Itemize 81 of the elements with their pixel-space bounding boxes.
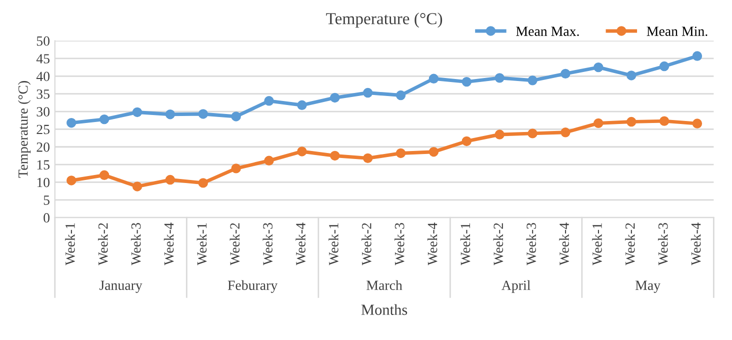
x-tick-label: Week-1 [65,223,75,266]
y-tick-label: 5 [44,196,50,205]
legend-label: Mean Min. [646,26,708,36]
point [66,176,76,186]
point [165,109,176,120]
x-tick-label: Week-2 [625,223,635,266]
point [99,170,110,180]
x-tick-label: Week-3 [262,223,273,266]
point [428,74,439,84]
text: May [635,280,660,293]
point [132,182,142,192]
x-tick-label: Week-1 [196,223,207,266]
y-tick-label: 10 [37,178,50,188]
point [462,76,472,87]
y-tick-label: 15 [37,160,50,170]
point [594,118,604,128]
x-tick-label: Week-4 [690,222,701,266]
point [528,128,538,138]
y-tick-label: 45 [36,54,50,64]
y-tick-label: 50 [36,36,50,46]
point [198,178,208,188]
x-tick-label: Week-1 [460,223,470,266]
x-tick-label: Week-2 [493,223,504,266]
text: January [99,280,142,293]
point [330,92,340,103]
point [362,153,373,164]
point [528,76,538,86]
x-tick-label: Week-1 [328,223,338,266]
x-axis-title: Months [361,304,408,315]
point [165,174,176,185]
y-tick-label: 35 [36,89,50,99]
x-tick-label: Week-3 [130,223,141,266]
x-tick-label: Week-4 [559,222,570,266]
text: Feburary [228,280,278,293]
y-tick-label: 0 [44,213,50,223]
x-tick-label: Week-4 [164,222,174,266]
point [198,109,208,119]
point [462,136,472,146]
point [659,116,670,126]
point [264,96,274,106]
y-tick-label: 30 [36,107,50,116]
point [396,148,406,158]
point [594,62,604,72]
point [659,61,670,72]
point [231,112,241,122]
y-tick-label: 25 [36,124,50,134]
x-tick-label: Week-4 [296,222,306,266]
point [494,130,504,140]
point [396,90,406,100]
y-axis-title: Temperature (°C) [18,81,31,178]
point [494,73,504,83]
point [231,164,241,174]
x-tick-label: Week-2 [362,223,372,266]
point [297,100,307,110]
x-tick-label: Week-1 [592,223,602,266]
point [132,107,142,118]
point [692,118,702,128]
legend-label: Mean Max. [516,26,579,36]
point [626,116,636,127]
x-tick-label: Week-2 [98,223,108,266]
point [560,128,570,138]
point [66,118,76,128]
point [626,70,636,80]
point [692,51,702,61]
x-tick-label: Week-3 [394,223,404,266]
point [99,114,110,124]
text: March [366,280,402,290]
chart-title: Temperature (°C) [326,12,442,28]
x-tick-label: Week-2 [230,223,240,266]
y-tick-label: 40 [36,72,50,82]
point [297,146,307,156]
point [330,150,340,161]
x-tick-label: Week-3 [526,223,536,266]
x-tick-label: Week-4 [427,222,438,266]
point [264,156,274,166]
x-tick-label: Week-3 [658,223,668,266]
point [560,68,570,79]
point [362,88,373,98]
text: April [502,280,530,293]
point [428,146,439,157]
y-tick-label: 20 [36,142,50,152]
